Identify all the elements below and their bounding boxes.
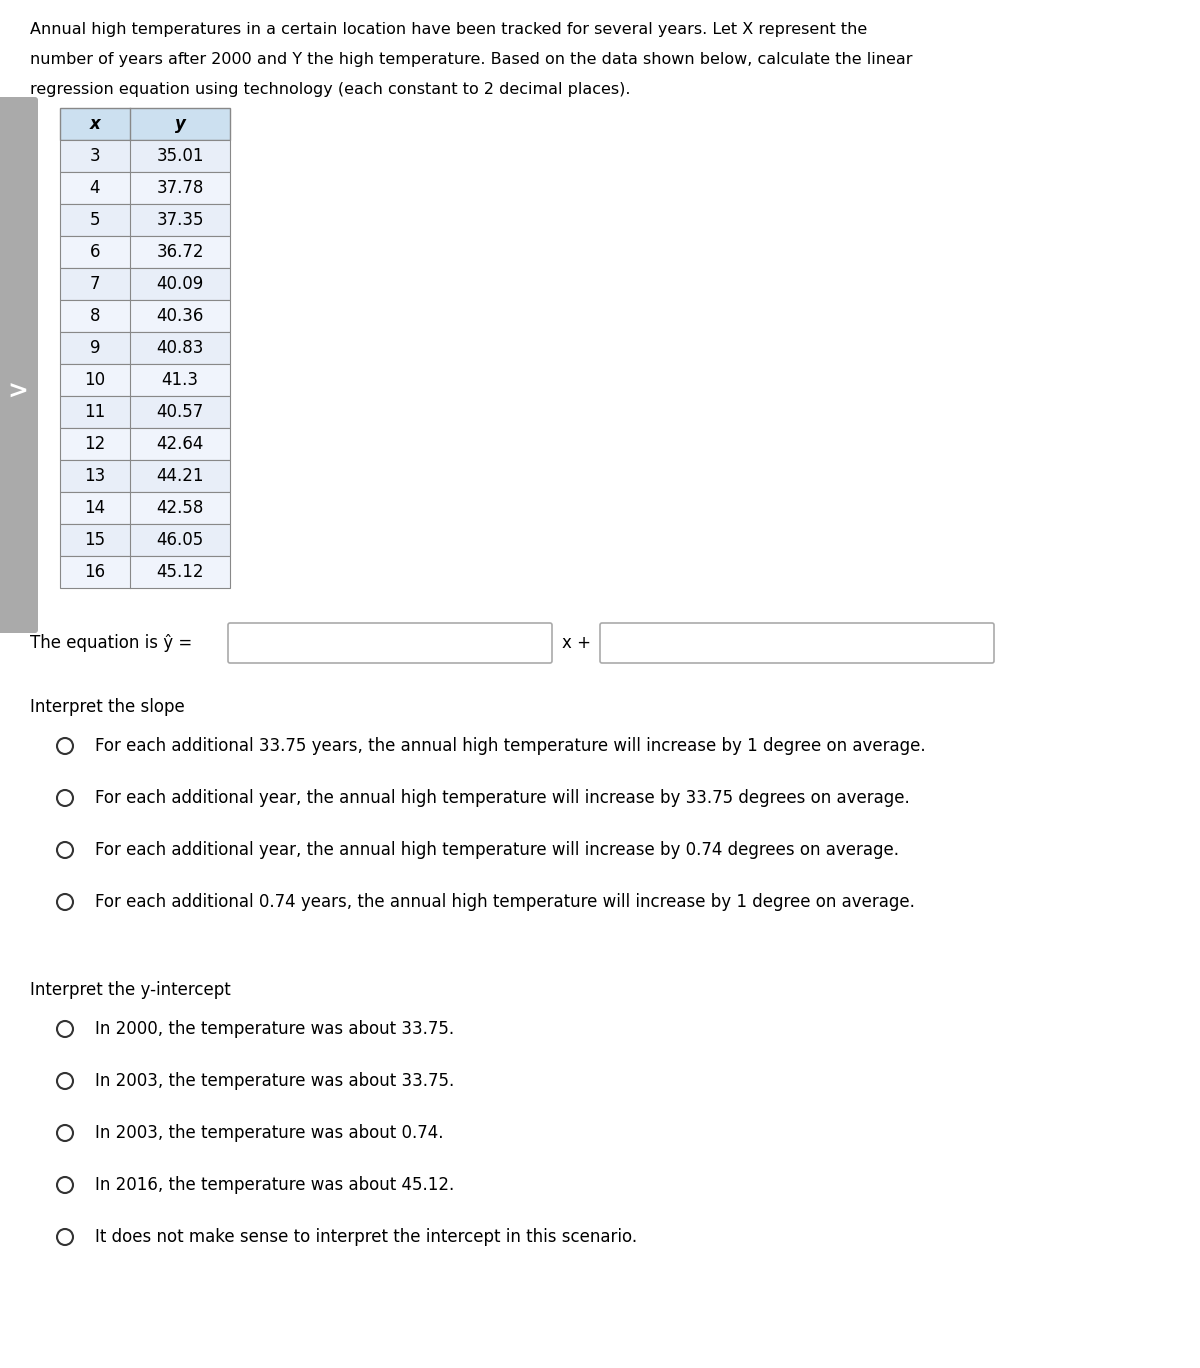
Text: In 2003, the temperature was about 33.75.: In 2003, the temperature was about 33.75…	[95, 1073, 455, 1090]
FancyBboxPatch shape	[60, 204, 230, 237]
FancyBboxPatch shape	[60, 237, 230, 268]
FancyBboxPatch shape	[600, 622, 994, 663]
FancyBboxPatch shape	[60, 108, 230, 140]
Text: 5: 5	[90, 211, 101, 228]
Text: It does not make sense to interpret the intercept in this scenario.: It does not make sense to interpret the …	[95, 1228, 637, 1246]
Text: 15: 15	[84, 531, 106, 549]
FancyBboxPatch shape	[60, 364, 230, 395]
FancyBboxPatch shape	[60, 268, 230, 300]
Text: 36.72: 36.72	[156, 244, 204, 261]
FancyBboxPatch shape	[60, 524, 230, 555]
Text: 12: 12	[84, 435, 106, 453]
Text: 6: 6	[90, 244, 101, 261]
Text: 37.78: 37.78	[156, 179, 204, 197]
FancyBboxPatch shape	[60, 492, 230, 524]
FancyBboxPatch shape	[60, 460, 230, 492]
Text: 42.58: 42.58	[156, 499, 204, 517]
FancyBboxPatch shape	[228, 622, 552, 663]
Text: x +: x +	[562, 633, 592, 653]
Text: For each additional 33.75 years, the annual high temperature will increase by 1 : For each additional 33.75 years, the ann…	[95, 737, 925, 755]
Text: 13: 13	[84, 466, 106, 486]
Text: For each additional year, the annual high temperature will increase by 33.75 deg: For each additional year, the annual hig…	[95, 789, 910, 807]
Text: 45.12: 45.12	[156, 564, 204, 581]
Text: In 2000, the temperature was about 33.75.: In 2000, the temperature was about 33.75…	[95, 1021, 454, 1038]
Text: 40.36: 40.36	[156, 306, 204, 326]
Text: 14: 14	[84, 499, 106, 517]
Text: 9: 9	[90, 339, 101, 357]
Text: 42.64: 42.64	[156, 435, 204, 453]
Text: 40.09: 40.09	[156, 275, 204, 293]
Text: In 2003, the temperature was about 0.74.: In 2003, the temperature was about 0.74.	[95, 1124, 444, 1142]
Text: x: x	[90, 115, 101, 133]
Text: 3: 3	[90, 146, 101, 166]
FancyBboxPatch shape	[60, 140, 230, 172]
FancyBboxPatch shape	[60, 395, 230, 428]
Text: >: >	[7, 379, 28, 404]
Text: Annual high temperatures in a certain location have been tracked for several yea: Annual high temperatures in a certain lo…	[30, 22, 868, 37]
Text: 44.21: 44.21	[156, 466, 204, 486]
Text: Interpret the y-intercept: Interpret the y-intercept	[30, 981, 230, 999]
Text: 11: 11	[84, 404, 106, 421]
FancyBboxPatch shape	[60, 172, 230, 204]
Text: 40.57: 40.57	[156, 404, 204, 421]
FancyBboxPatch shape	[60, 555, 230, 588]
Text: Interpret the slope: Interpret the slope	[30, 698, 185, 715]
Text: 16: 16	[84, 564, 106, 581]
Text: 40.83: 40.83	[156, 339, 204, 357]
Text: 4: 4	[90, 179, 101, 197]
FancyBboxPatch shape	[60, 300, 230, 332]
FancyBboxPatch shape	[60, 332, 230, 364]
Text: 7: 7	[90, 275, 101, 293]
Text: number of years after 2000 and Y the high temperature. Based on the data shown b: number of years after 2000 and Y the hig…	[30, 52, 912, 67]
Text: regression equation using technology (each constant to 2 decimal places).: regression equation using technology (ea…	[30, 82, 630, 97]
Text: 35.01: 35.01	[156, 146, 204, 166]
Text: 8: 8	[90, 306, 101, 326]
Text: For each additional year, the annual high temperature will increase by 0.74 degr: For each additional year, the annual hig…	[95, 841, 899, 859]
Text: 41.3: 41.3	[162, 371, 198, 389]
Text: 37.35: 37.35	[156, 211, 204, 228]
Text: In 2016, the temperature was about 45.12.: In 2016, the temperature was about 45.12…	[95, 1176, 455, 1194]
Text: For each additional 0.74 years, the annual high temperature will increase by 1 d: For each additional 0.74 years, the annu…	[95, 893, 914, 911]
Text: The equation is ŷ =: The equation is ŷ =	[30, 633, 192, 653]
FancyBboxPatch shape	[60, 428, 230, 460]
Text: 10: 10	[84, 371, 106, 389]
Text: y: y	[174, 115, 186, 133]
FancyBboxPatch shape	[0, 97, 38, 633]
Text: 46.05: 46.05	[156, 531, 204, 549]
